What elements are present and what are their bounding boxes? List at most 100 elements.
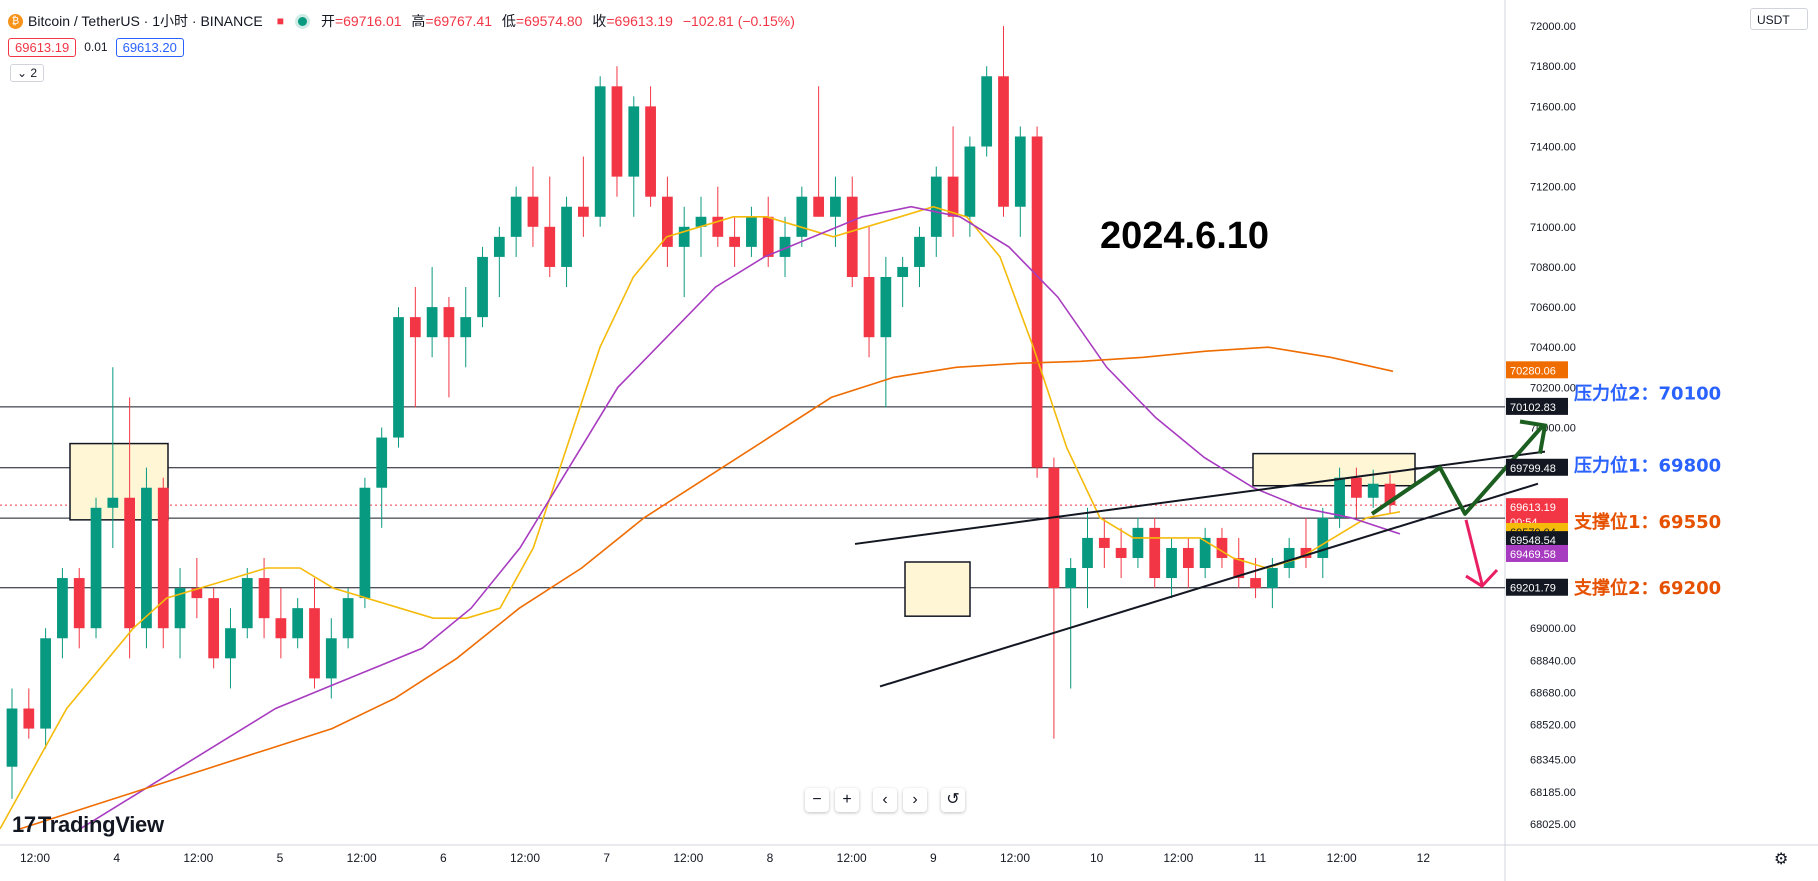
trendline-lower bbox=[879, 482, 1539, 688]
bullish-arrowhead bbox=[1519, 419, 1548, 454]
flag-icon[interactable]: ■ bbox=[276, 14, 284, 28]
low-value: =69574.80 bbox=[515, 13, 583, 29]
x-tick-label: 4 bbox=[113, 851, 120, 865]
price-axis-badge bbox=[1506, 498, 1568, 516]
candle-body bbox=[544, 226, 556, 267]
sell-price-button[interactable]: 69613.19 bbox=[8, 37, 77, 57]
candle-body bbox=[645, 106, 656, 197]
candle-body bbox=[477, 256, 488, 318]
y-tick-label: 68025.00 bbox=[1530, 819, 1576, 831]
zoom-in-button[interactable]: + bbox=[835, 788, 859, 812]
x-tick-label: 8 bbox=[767, 851, 774, 865]
reset-chart-button[interactable]: ↺ bbox=[941, 788, 965, 812]
candle-body bbox=[1384, 483, 1396, 506]
candle-body bbox=[1199, 537, 1211, 569]
bearish-arrowhead bbox=[1465, 568, 1499, 589]
y-tick-label: 68840.00 bbox=[1530, 655, 1576, 667]
symbol-title[interactable]: Bitcoin / TetherUS · 1小时 · BINANCE bbox=[28, 13, 263, 29]
x-tick-label: 12 bbox=[1417, 851, 1431, 865]
price-axis-badge bbox=[1506, 361, 1568, 379]
candle-body bbox=[830, 196, 841, 217]
candle-body bbox=[947, 176, 959, 217]
high-value: =69767.41 bbox=[425, 13, 492, 29]
candle-body bbox=[527, 196, 539, 227]
x-tick-label: 12:00 bbox=[183, 851, 213, 865]
y-tick-label: 70600.00 bbox=[1530, 302, 1576, 314]
candle-body bbox=[1115, 547, 1127, 558]
spread-value: 0.01 bbox=[84, 40, 108, 54]
candle-body bbox=[1065, 568, 1077, 589]
candle-body bbox=[460, 317, 472, 338]
candle-body bbox=[1334, 477, 1345, 518]
candle-body bbox=[174, 588, 186, 629]
candle-body bbox=[1132, 527, 1144, 558]
ma-mid-line bbox=[79, 205, 1401, 830]
candle-body bbox=[628, 106, 640, 177]
projection-arrows bbox=[1370, 419, 1548, 589]
buy-price-button[interactable]: 69613.20 bbox=[115, 37, 184, 57]
candle-body bbox=[90, 507, 102, 629]
candle-body bbox=[6, 708, 18, 767]
gear-icon[interactable]: ⚙ bbox=[1774, 851, 1789, 868]
candle-body bbox=[309, 608, 320, 679]
open-value: =69716.01 bbox=[334, 13, 402, 29]
candle-body bbox=[662, 196, 673, 247]
candle-body bbox=[880, 276, 892, 338]
ma-long-line bbox=[19, 346, 1394, 830]
candle-body bbox=[258, 578, 270, 619]
quote-panel: 69613.19 0.01 69613.20 bbox=[0, 36, 184, 58]
price-zone-box bbox=[1252, 452, 1416, 487]
currency-selector[interactable]: USDT bbox=[1750, 8, 1808, 30]
candle-body bbox=[1216, 537, 1228, 558]
y-tick-label: 71600.00 bbox=[1530, 101, 1576, 113]
price-axis-badge-label: 70280.06 bbox=[1510, 365, 1556, 377]
candle-body bbox=[443, 307, 455, 338]
y-tick-label: 72000.00 bbox=[1530, 21, 1576, 33]
candle-body bbox=[1149, 527, 1161, 579]
candle-body bbox=[695, 216, 707, 227]
candle-body bbox=[561, 206, 572, 267]
low-label: 低 bbox=[501, 13, 516, 29]
candle-body bbox=[107, 497, 119, 508]
x-tick-label: 10 bbox=[1090, 851, 1104, 865]
candle-body bbox=[729, 236, 740, 247]
candle-body bbox=[1300, 547, 1312, 558]
candle-body bbox=[141, 487, 152, 629]
x-tick-label: 12:00 bbox=[673, 851, 703, 865]
price-zone-box bbox=[904, 561, 971, 617]
candle-body bbox=[426, 307, 438, 338]
bitcoin-icon: ₿ bbox=[8, 13, 23, 29]
price-axis-badge-label: 69613.19 bbox=[1510, 502, 1556, 514]
x-tick-label: 5 bbox=[277, 851, 284, 865]
bearish-path-arrow bbox=[1464, 519, 1484, 585]
candle-body bbox=[779, 236, 791, 257]
level-annotation: 支撑位2：69200 bbox=[1573, 577, 1721, 599]
chart-title: 2024.6.10 bbox=[1100, 215, 1269, 257]
x-tick-label: 12:00 bbox=[347, 851, 377, 865]
price-axis-badge bbox=[1506, 397, 1568, 415]
candle-body bbox=[73, 578, 85, 629]
y-tick-label: 70400.00 bbox=[1530, 342, 1576, 354]
candle-body bbox=[241, 578, 253, 629]
candle-body bbox=[157, 487, 169, 629]
candle-body bbox=[191, 588, 203, 599]
close-label: 收 bbox=[592, 13, 607, 29]
ma-short-line bbox=[0, 205, 1401, 830]
x-tick-label: 12:00 bbox=[510, 851, 540, 865]
zoom-out-button[interactable]: − bbox=[805, 788, 829, 812]
scroll-left-button[interactable]: ‹ bbox=[873, 788, 897, 812]
candle-body bbox=[292, 608, 304, 639]
tradingview-logo[interactable]: 17TradingView bbox=[12, 812, 164, 838]
scroll-right-button[interactable]: › bbox=[903, 788, 927, 812]
candle-body bbox=[678, 226, 690, 247]
y-tick-label: 70800.00 bbox=[1530, 262, 1576, 274]
candle-body bbox=[1098, 537, 1110, 548]
candle-body bbox=[577, 206, 589, 217]
candle-body bbox=[846, 196, 858, 277]
candle-body bbox=[863, 276, 875, 338]
candle-body bbox=[1317, 517, 1329, 558]
candle-body bbox=[594, 86, 606, 217]
indicators-toggle[interactable]: ⌄ 2 bbox=[10, 64, 45, 82]
chevron-down-icon: ⌄ bbox=[17, 66, 28, 80]
